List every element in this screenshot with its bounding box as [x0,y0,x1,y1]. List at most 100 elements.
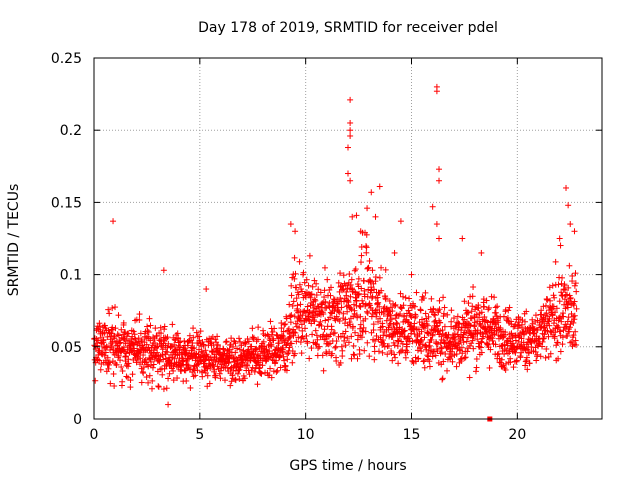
data-point [292,270,299,277]
data-point [425,313,432,320]
data-point [321,294,328,301]
data-point [405,319,412,326]
data-point [267,365,274,372]
data-point [159,351,166,358]
data-point [287,333,294,340]
data-point [354,314,361,321]
data-point [411,303,418,310]
data-point [401,313,408,320]
data-point [96,357,103,364]
data-point [365,264,372,271]
y-axis-label: SRMTID / TECUs [6,184,22,297]
data-point [175,335,182,342]
data-point [115,312,122,319]
data-point [158,330,165,337]
data-point [146,372,153,379]
data-point [433,323,440,330]
data-point [384,351,391,358]
data-point [415,355,422,362]
data-point [303,332,310,339]
data-point [200,342,207,349]
data-point [250,334,257,341]
data-point [394,343,401,350]
data-point [254,381,261,388]
data-point [159,371,166,378]
data-point [350,313,357,320]
data-point [224,365,231,372]
data-point [214,333,221,340]
data-point [120,335,127,342]
data-point [293,295,300,302]
data-point [117,357,124,364]
data-point [315,345,322,352]
data-point [444,311,451,318]
data-point [371,356,378,363]
data-point [113,361,120,368]
data-point [378,264,385,271]
data-point [383,317,390,324]
data-point [328,326,335,333]
data-point [369,267,376,274]
data-point [203,351,210,358]
data-point [378,287,385,294]
data-point [423,344,430,351]
data-point [331,329,338,336]
data-point [397,290,404,297]
data-point [438,349,445,356]
data-point [145,363,152,370]
data-point [325,341,332,348]
data-point [434,341,441,348]
data-point [221,377,228,384]
data-point [228,335,235,342]
data-point [350,351,357,358]
data-point [452,323,459,330]
data-point [106,361,113,368]
data-point [437,345,444,352]
data-point [241,375,248,382]
data-point [371,343,378,350]
data-point [433,340,440,347]
data-point [284,351,291,358]
data-point [236,375,243,382]
data-point [424,352,431,359]
data-point [185,362,192,369]
data-point [409,338,416,345]
data-point [397,311,404,318]
data-point [375,299,382,306]
data-point [352,329,359,336]
data-point [308,345,315,352]
data-point [267,318,274,325]
data-point [125,363,132,370]
data-point [383,332,390,339]
data-point [256,361,263,368]
data-point [244,362,251,369]
data-point [232,349,239,356]
data-point [336,317,343,324]
data-point [348,333,355,340]
data-point [171,336,178,343]
data-point [337,270,344,277]
data-point [439,375,446,382]
data-point [377,315,384,322]
data-point [440,310,447,317]
data-point [348,355,355,362]
data-point [108,330,115,337]
data-point [313,292,320,299]
data-point [281,321,288,328]
data-point [152,325,159,332]
data-point [268,341,275,348]
data-point [358,252,365,259]
data-point [392,354,399,361]
data-point [387,320,394,327]
data-point [300,308,307,315]
data-point [426,363,433,370]
data-point [375,348,382,355]
data-point [442,350,449,357]
data-point [198,348,205,355]
data-point [283,367,290,374]
data-point [149,385,156,392]
data-point [363,308,370,315]
data-point [151,340,158,347]
data-point [249,325,256,332]
data-point [350,342,357,349]
